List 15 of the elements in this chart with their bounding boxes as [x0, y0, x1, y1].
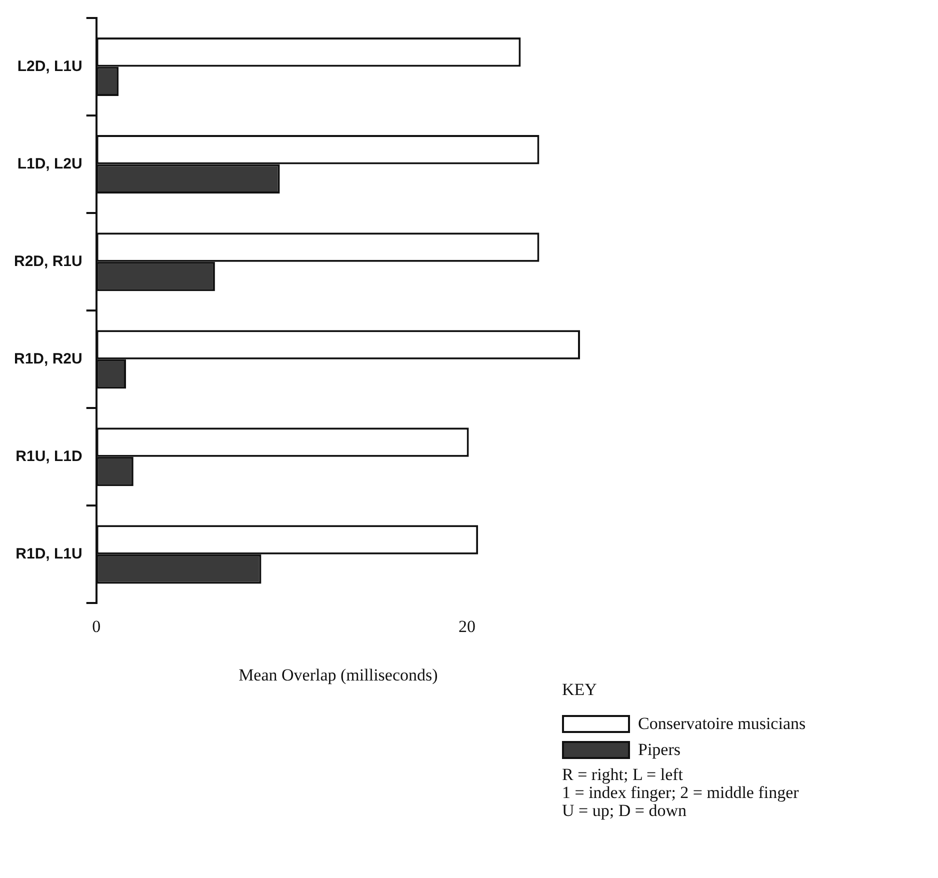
y-tick-label: R1U, L1D: [16, 448, 83, 466]
y-tick-label: R2D, R1U: [14, 252, 82, 270]
y-tick-label: R1D, L1U: [16, 546, 82, 563]
text: Conservatoire musicians: [638, 714, 806, 734]
y-tick-label: L2D, L1U: [17, 58, 82, 75]
legend-label: Pipers: [638, 740, 680, 760]
y-tick-label: L1D, L2U: [17, 155, 82, 172]
text: U = up; D = down: [562, 801, 688, 820]
x-tick-label: 0: [92, 616, 101, 636]
y-tick-label: R1D, R2U: [14, 350, 82, 368]
legend-title: KEY: [562, 680, 598, 700]
text: R = right; L = left: [562, 765, 684, 784]
text: 1 = index finger; 2 = middle finger: [562, 783, 800, 802]
x-axis-title: Mean Overlap (milliseconds): [238, 665, 438, 684]
x-tick-label: 20: [458, 616, 476, 636]
